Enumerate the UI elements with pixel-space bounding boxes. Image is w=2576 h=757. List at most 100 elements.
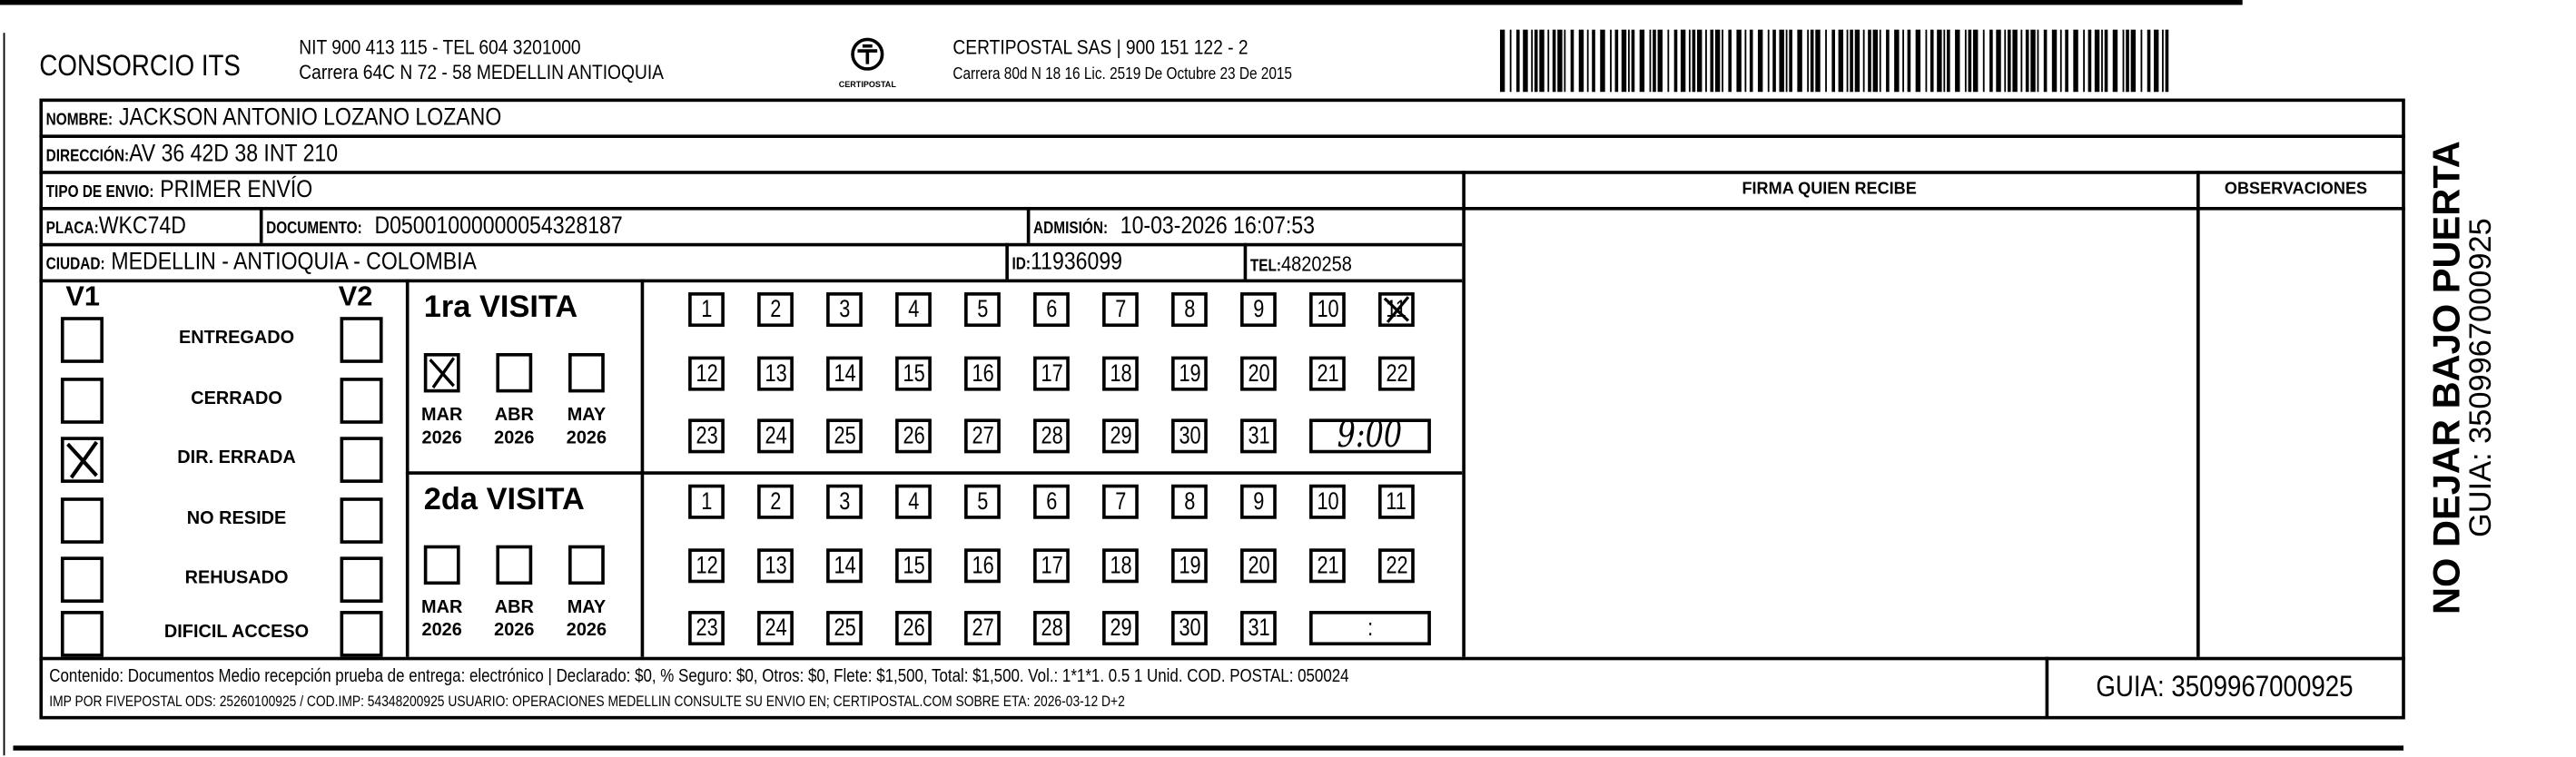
day-box[interactable]: 4 [895,292,932,328]
day-box[interactable]: 10 [1309,292,1346,328]
day-box[interactable]: 21 [1309,356,1346,391]
v1-checkbox[interactable] [60,611,104,657]
month-checkbox[interactable] [423,545,460,585]
day-box[interactable]: 21 [1309,548,1346,584]
v2-checkbox[interactable] [340,378,383,424]
v2-checkbox[interactable] [340,317,383,363]
day-box[interactable]: 18 [1102,356,1139,391]
day-box[interactable]: 3 [826,292,863,328]
day-box[interactable]: 19 [1171,548,1208,584]
month-label: ABR 2026 [487,404,543,450]
day-box[interactable]: 28 [1033,611,1070,646]
day-box[interactable]: 2 [757,484,794,519]
day-number: 25 [833,614,856,643]
day-box[interactable]: 6 [1033,292,1070,328]
day-box[interactable]: 29 [1102,418,1139,454]
day-box[interactable]: 10 [1309,484,1346,519]
barcode-bar [2112,29,2118,93]
day-number: 4 [907,295,920,324]
day-box[interactable]: 18 [1102,548,1139,584]
day-box[interactable]: 16 [964,356,1001,391]
day-number: 31 [1247,421,1270,450]
month-checkbox[interactable] [568,545,605,585]
day-box[interactable]: 27 [964,611,1001,646]
day-box[interactable]: 11 [1378,292,1415,328]
v1-checkbox[interactable] [60,437,104,483]
month-checkbox[interactable] [423,352,460,393]
divider [39,656,2405,661]
barcode-bar [1564,29,1566,93]
time-box[interactable]: : [1309,611,1431,646]
day-box[interactable]: 14 [826,356,863,391]
day-number: 3 [838,487,851,516]
day-box[interactable]: 23 [688,418,725,454]
day-box[interactable]: 17 [1033,356,1070,391]
day-box[interactable]: 28 [1033,418,1070,454]
day-box[interactable]: 2 [757,292,794,328]
day-box[interactable]: 25 [826,418,863,454]
day-box[interactable]: 9 [1240,484,1277,519]
v2-checkbox[interactable] [340,611,383,657]
day-box[interactable]: 27 [964,418,1001,454]
day-box[interactable]: 31 [1240,418,1277,454]
day-box[interactable]: 25 [826,611,863,646]
day-box[interactable]: 1 [688,484,725,519]
v2-checkbox[interactable] [340,437,383,483]
day-box[interactable]: 12 [688,356,725,391]
tel-label: TEL: [1249,258,1282,276]
day-box[interactable]: 5 [964,292,1001,328]
day-box[interactable]: 30 [1171,611,1208,646]
divider [1005,242,1009,280]
day-box[interactable]: 14 [826,548,863,584]
nombre-value: JACKSON ANTONIO LOZANO LOZANO [118,103,502,132]
v2-checkbox[interactable] [340,556,383,604]
day-box[interactable]: 11 [1378,484,1415,519]
day-box[interactable]: 24 [757,418,794,454]
observations-area[interactable] [2200,209,2393,655]
day-box[interactable]: 31 [1240,611,1277,646]
day-box[interactable]: 26 [895,611,932,646]
day-box[interactable]: 7 [1102,484,1139,519]
day-box[interactable]: 15 [895,356,932,391]
day-box[interactable]: 19 [1171,356,1208,391]
day-box[interactable]: 13 [757,356,794,391]
day-box[interactable]: 16 [964,548,1001,584]
day-box[interactable]: 4 [895,484,932,519]
time-box[interactable]: 9:00 [1309,418,1431,454]
day-box[interactable]: 20 [1240,356,1277,391]
month-checkbox[interactable] [496,352,533,393]
day-box[interactable]: 8 [1171,484,1208,519]
day-box[interactable]: 13 [757,548,794,584]
day-box[interactable]: 20 [1240,548,1277,584]
day-box[interactable]: 30 [1171,418,1208,454]
tel-field: TEL:4820258 [1250,250,1370,280]
day-box[interactable]: 22 [1378,548,1415,584]
day-box[interactable]: 24 [757,611,794,646]
day-box[interactable]: 26 [895,418,932,454]
v2-checkbox[interactable] [340,497,383,544]
day-box[interactable]: 7 [1102,292,1139,328]
day-box[interactable]: 9 [1240,292,1277,328]
day-box[interactable]: 23 [688,611,725,646]
month-checkbox[interactable] [568,352,605,393]
day-box[interactable]: 8 [1171,292,1208,328]
v1-checkbox[interactable] [60,317,104,363]
day-box[interactable]: 12 [688,548,725,584]
v1-checkbox[interactable] [60,556,104,604]
v1-checkbox[interactable] [60,378,104,424]
day-box[interactable]: 6 [1033,484,1070,519]
barcode-bar [1815,29,1821,93]
day-box[interactable]: 22 [1378,356,1415,391]
day-box[interactable]: 5 [964,484,1001,519]
day-box[interactable]: 1 [688,292,725,328]
day-box[interactable]: 29 [1102,611,1139,646]
day-box[interactable]: 3 [826,484,863,519]
admision-label: ADMISIÓN: [1033,220,1109,239]
month-checkbox[interactable] [496,545,533,585]
day-number: 2 [769,295,782,324]
day-box[interactable]: 15 [895,548,932,584]
barcode-bar [1810,29,1814,93]
signature-area[interactable] [1466,209,2195,655]
day-box[interactable]: 17 [1033,548,1070,584]
v1-checkbox[interactable] [60,497,104,544]
